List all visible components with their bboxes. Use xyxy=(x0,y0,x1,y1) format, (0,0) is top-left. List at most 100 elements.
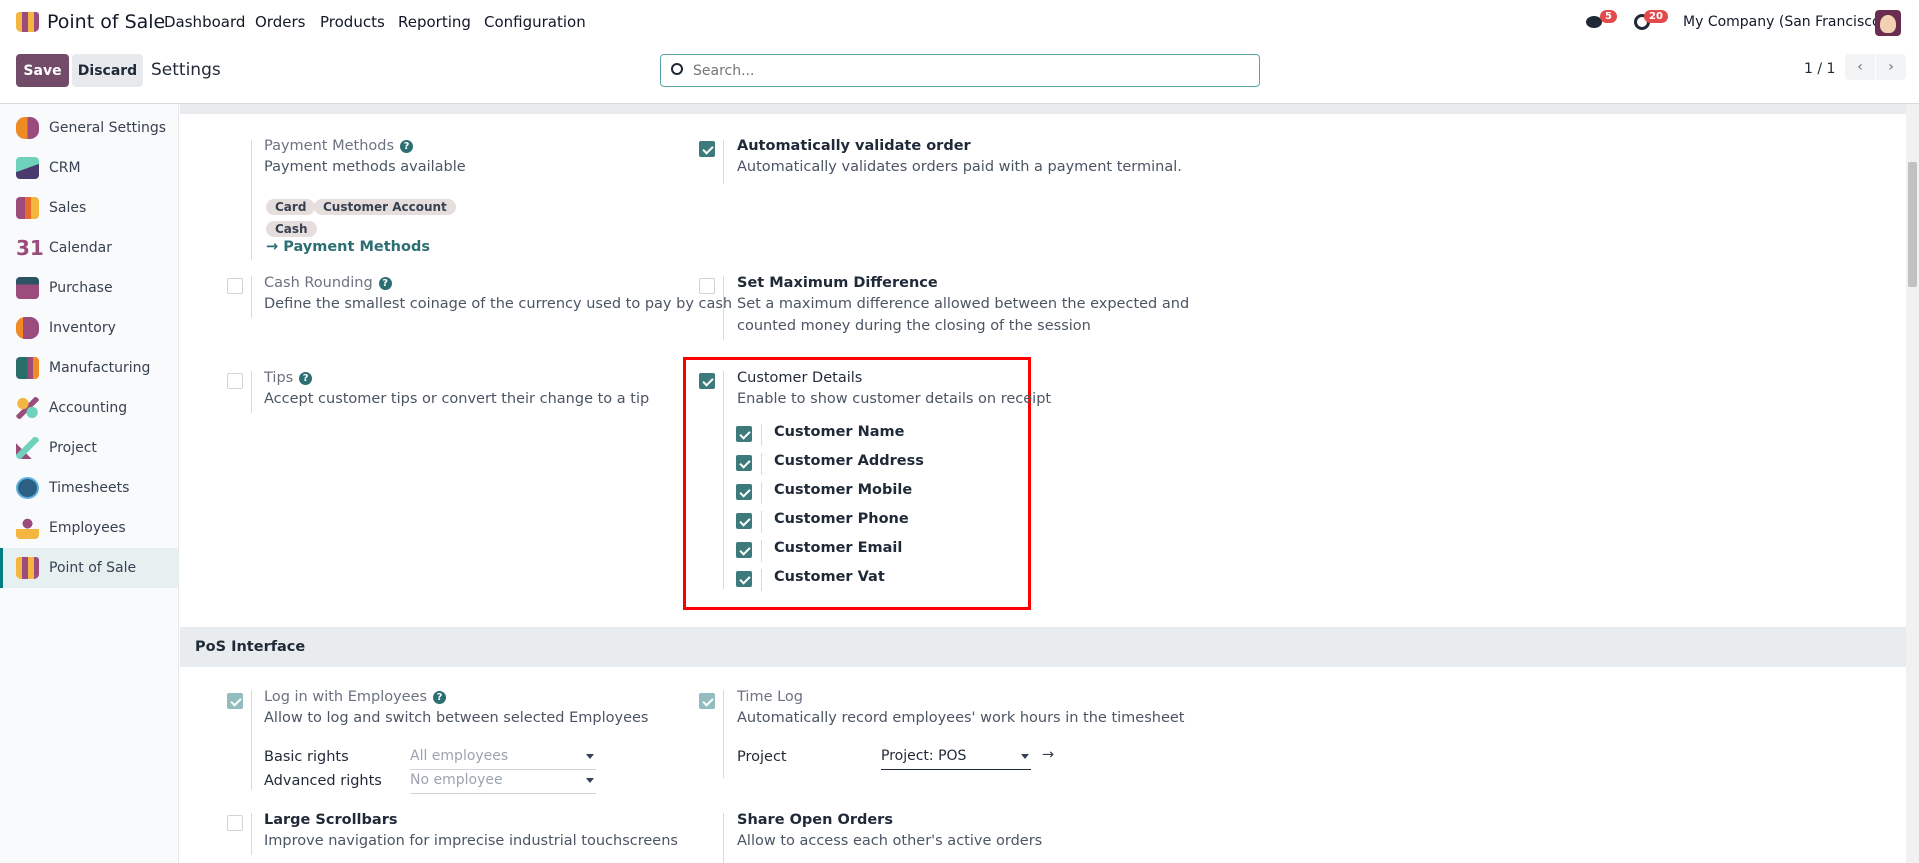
divider xyxy=(723,276,724,340)
activities-badge: 20 xyxy=(1644,10,1668,23)
cash-rounding-desc: Define the smallest coinage of the curre… xyxy=(264,296,733,312)
divider xyxy=(761,453,762,475)
auto-validate-title: Automatically validate order xyxy=(737,138,971,154)
login-employees-desc: Allow to log and switch between selected… xyxy=(264,710,649,726)
divider xyxy=(251,813,252,855)
option-label: Customer Mobile xyxy=(774,482,913,498)
auto-validate-checkbox[interactable] xyxy=(699,141,715,157)
tips-title: Tips xyxy=(264,370,294,386)
project-open-arrow-icon[interactable]: → xyxy=(1042,747,1055,763)
help-icon[interactable]: ? xyxy=(433,691,447,704)
sidebar-item-employees[interactable]: Employees xyxy=(0,508,178,548)
help-icon[interactable]: ? xyxy=(299,372,313,385)
company-switcher[interactable]: My Company (San Francisco) xyxy=(1683,14,1886,30)
sidebar-item-inventory[interactable]: Inventory xyxy=(0,308,178,348)
max-difference-desc-line2: counted money during the closing of the … xyxy=(737,318,1091,334)
basic-rights-select[interactable]: All employees xyxy=(410,748,596,770)
caret-down-icon xyxy=(1021,754,1029,759)
pager-previous-button[interactable]: ‹ xyxy=(1845,54,1875,80)
user-avatar[interactable] xyxy=(1875,10,1901,36)
menu-products[interactable]: Products xyxy=(320,13,385,31)
tag-customer-account[interactable]: Customer Account xyxy=(314,199,456,215)
project-value: Project: POS xyxy=(881,748,967,764)
sidebar-item-general-settings[interactable]: General Settings xyxy=(0,108,178,148)
sidebar-item-project[interactable]: Project xyxy=(0,428,178,468)
tips-label: Tips? xyxy=(264,370,313,386)
divider xyxy=(251,690,252,790)
menu-reporting[interactable]: Reporting xyxy=(398,13,471,31)
divider xyxy=(723,140,724,184)
sidebar-item-label: CRM xyxy=(49,160,81,176)
sidebar-item-accounting[interactable]: Accounting xyxy=(0,388,178,428)
project-select[interactable]: Project: POS xyxy=(881,748,1031,770)
tag-cash[interactable]: Cash xyxy=(266,221,317,237)
payment-methods-link[interactable]: → Payment Methods xyxy=(266,239,430,255)
project-label: Project xyxy=(737,749,787,765)
section-top-band xyxy=(180,104,1906,114)
pager-value[interactable]: 1 / 1 xyxy=(1804,61,1836,77)
messages-button[interactable]: 5 xyxy=(1586,10,1617,29)
option-label: Customer Address xyxy=(774,453,924,469)
option-checkbox[interactable] xyxy=(736,513,752,529)
sidebar-item-label: Inventory xyxy=(49,320,116,336)
advanced-rights-select[interactable]: No employee xyxy=(410,772,596,794)
sidebar-item-point-of-sale[interactable]: Point of Sale xyxy=(0,548,178,588)
calendar-icon: 31 xyxy=(16,236,44,260)
breadcrumb-settings: Settings xyxy=(151,60,221,80)
divider xyxy=(761,482,762,504)
sidebar-item-purchase[interactable]: Purchase xyxy=(0,268,178,308)
max-difference-checkbox[interactable] xyxy=(699,278,715,294)
cash-rounding-checkbox[interactable] xyxy=(227,278,243,294)
time-log-desc: Automatically record employees' work hou… xyxy=(737,710,1185,726)
search-input[interactable] xyxy=(693,61,1243,81)
general-settings-icon xyxy=(16,117,39,139)
manufacturing-icon xyxy=(16,357,39,379)
sidebar-item-label: Calendar xyxy=(49,240,112,256)
top-navbar: Point of Sale Dashboard Orders Products … xyxy=(0,0,1919,46)
divider xyxy=(723,813,724,863)
option-label: Customer Phone xyxy=(774,511,909,527)
sidebar-item-calendar[interactable]: 31 Calendar xyxy=(0,228,178,268)
customer-details-checkbox[interactable] xyxy=(699,373,715,389)
option-checkbox[interactable] xyxy=(736,455,752,471)
sidebar-item-timesheets[interactable]: Timesheets xyxy=(0,468,178,508)
sidebar-item-label: Employees xyxy=(49,520,126,536)
divider xyxy=(761,424,762,446)
sidebar-item-manufacturing[interactable]: Manufacturing xyxy=(0,348,178,388)
option-checkbox[interactable] xyxy=(736,571,752,587)
activities-button[interactable]: 20 xyxy=(1634,10,1668,31)
option-checkbox[interactable] xyxy=(736,542,752,558)
pager-next-button[interactable]: › xyxy=(1876,54,1906,80)
customer-details-desc: Enable to show customer details on recei… xyxy=(737,391,1052,407)
divider xyxy=(251,276,252,318)
chat-icon xyxy=(1586,16,1602,28)
payment-methods-desc: Payment methods available xyxy=(264,159,466,175)
large-scrollbars-checkbox[interactable] xyxy=(227,815,243,831)
sidebar-item-crm[interactable]: CRM xyxy=(0,148,178,188)
app-title[interactable]: Point of Sale xyxy=(47,11,166,33)
sidebar-item-label: Timesheets xyxy=(49,480,130,496)
menu-orders[interactable]: Orders xyxy=(255,13,306,31)
login-employees-checkbox[interactable] xyxy=(227,693,243,709)
tag-card[interactable]: Card xyxy=(266,199,316,215)
scrollbar-thumb[interactable] xyxy=(1908,162,1917,287)
save-button[interactable]: Save xyxy=(16,54,69,87)
search-box[interactable] xyxy=(660,54,1260,87)
option-checkbox[interactable] xyxy=(736,426,752,442)
help-icon[interactable]: ? xyxy=(378,277,392,290)
payment-methods-label: Payment Methods? xyxy=(264,138,414,154)
help-icon[interactable]: ? xyxy=(400,140,414,153)
scrollbar[interactable] xyxy=(1906,104,1919,863)
settings-sidebar: General Settings CRM Sales 31 Calendar Purcha… xyxy=(0,104,179,863)
project-icon xyxy=(16,437,39,459)
sidebar-item-sales[interactable]: Sales xyxy=(0,188,178,228)
accounting-icon xyxy=(16,397,39,419)
tips-checkbox[interactable] xyxy=(227,373,243,389)
time-log-checkbox[interactable] xyxy=(699,693,715,709)
login-employees-label: Log in with Employees? xyxy=(264,689,447,705)
option-checkbox[interactable] xyxy=(736,484,752,500)
pos-app-icon[interactable] xyxy=(16,12,39,32)
discard-button[interactable]: Discard xyxy=(72,54,143,87)
menu-dashboard[interactable]: Dashboard xyxy=(164,13,246,31)
menu-configuration[interactable]: Configuration xyxy=(484,13,586,31)
